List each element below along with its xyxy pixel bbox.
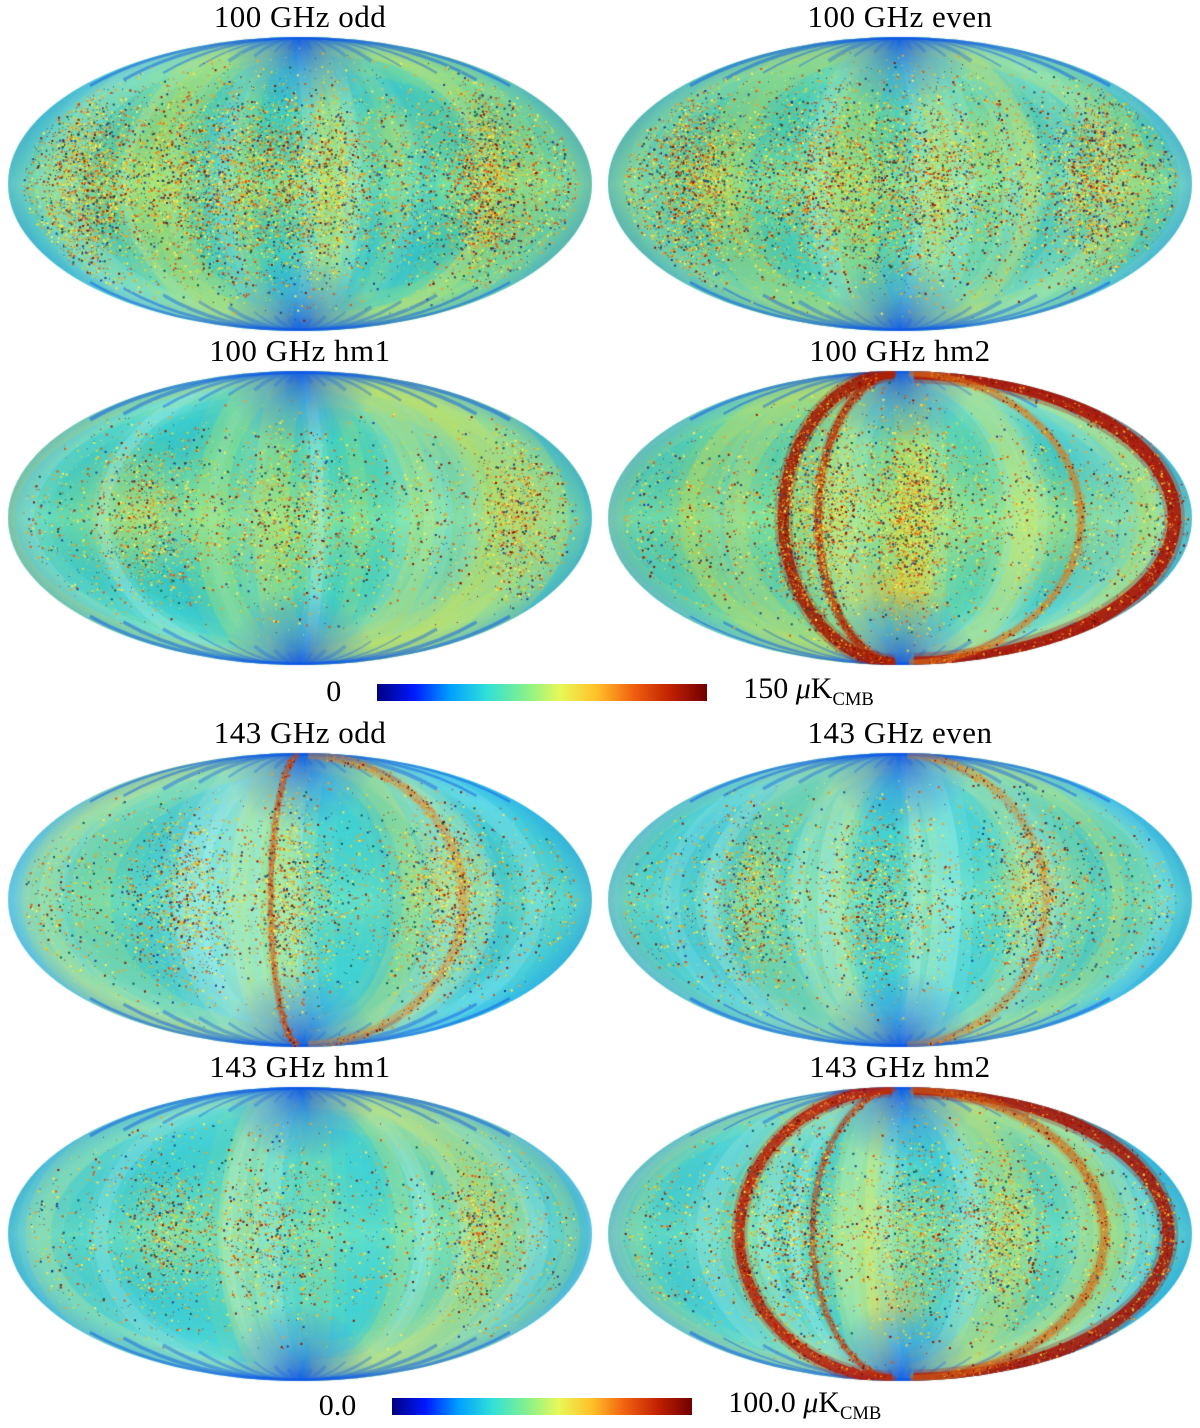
unit-subscript: CMB <box>832 689 874 711</box>
panel-143ghz-odd: 143 GHz odd <box>0 716 600 1050</box>
panel-143ghz-hm2: 143 GHz hm2 <box>600 1050 1200 1384</box>
mu-symbol: μ <box>803 1386 819 1420</box>
map-canvas-100ghz-hm2 <box>604 368 1196 668</box>
map-row-100-oddeven: 100 GHz odd 100 GHz even <box>0 0 1200 334</box>
colorbar-gradient <box>392 1397 693 1415</box>
panel-100ghz-odd: 100 GHz odd <box>0 0 600 334</box>
map-row-100-halfmission: 100 GHz hm1 100 GHz hm2 <box>0 334 1200 668</box>
panel-title: 143 GHz hm2 <box>809 1049 991 1084</box>
panel-100ghz-hm2: 100 GHz hm2 <box>600 334 1200 668</box>
map-row-143-halfmission: 143 GHz hm1 143 GHz hm2 <box>0 1050 1200 1384</box>
map-canvas-143ghz-even <box>604 750 1196 1050</box>
map-canvas-143ghz-hm2 <box>604 1084 1196 1384</box>
colorbar-143ghz: 0.0 100.0 μKCMB <box>0 1384 1200 1428</box>
panel-title: 100 GHz even <box>807 0 993 34</box>
unit-subscript: CMB <box>839 1403 882 1425</box>
panel-143ghz-hm1: 143 GHz hm1 <box>0 1050 600 1384</box>
map-canvas-143ghz-odd <box>4 750 596 1050</box>
panel-title: 100 GHz odd <box>213 0 387 34</box>
map-canvas-143ghz-hm1 <box>4 1084 596 1384</box>
colorbar-gradient <box>377 683 708 701</box>
colorbar-max-label: 100.0 μKCMB <box>728 1386 882 1425</box>
map-canvas-100ghz-odd <box>4 34 596 334</box>
colorbar-min-label: 0.0 <box>318 1389 357 1422</box>
panel-100ghz-hm1: 100 GHz hm1 <box>0 334 600 668</box>
map-canvas-100ghz-even <box>604 34 1196 334</box>
panel-143ghz-even: 143 GHz even <box>600 716 1200 1050</box>
mu-symbol: μ <box>795 672 811 706</box>
colorbar-max-label: 150 μKCMB <box>743 672 874 711</box>
map-row-143-oddeven: 143 GHz odd 143 GHz even <box>0 716 1200 1050</box>
panel-title: 143 GHz odd <box>213 715 387 750</box>
panel-title: 100 GHz hm1 <box>209 333 391 368</box>
panel-title: 143 GHz hm1 <box>209 1049 391 1084</box>
panel-title: 143 GHz even <box>807 715 993 750</box>
panel-title: 100 GHz hm2 <box>809 333 991 368</box>
map-canvas-100ghz-hm1 <box>4 368 596 668</box>
colorbar-min-label: 0 <box>326 675 342 708</box>
colorbar-100ghz: 0 150 μKCMB <box>0 668 1200 716</box>
panel-100ghz-even: 100 GHz even <box>600 0 1200 334</box>
